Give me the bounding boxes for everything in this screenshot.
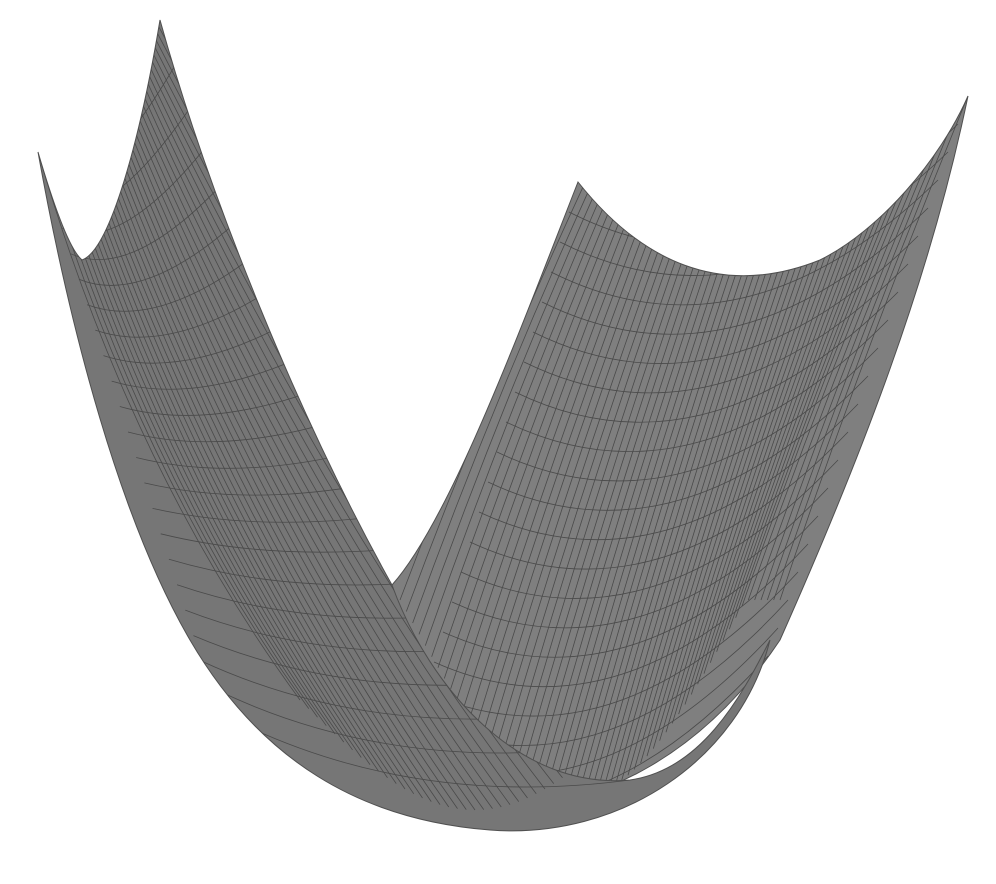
mesh-line-vertical: [77, 108, 415, 795]
mesh-line-vertical: [513, 204, 696, 773]
mesh-line-vertical: [773, 100, 962, 601]
mesh-line-vertical: [519, 204, 702, 778]
mesh-line-vertical: [98, 85, 476, 811]
mesh-line-vertical: [104, 79, 493, 809]
mesh-line-vertical: [481, 200, 663, 737]
mesh-line-vertical: [412, 185, 592, 624]
mesh-line-level: [460, 459, 839, 599]
mesh-line-level: [478, 403, 859, 541]
mesh-line-vertical: [551, 204, 735, 797]
mesh-line-vertical: [92, 92, 458, 809]
mesh-line-vertical: [500, 203, 683, 760]
surface-back-mesh: [397, 96, 968, 805]
mesh-line-level: [451, 487, 829, 629]
mesh-line-vertical: [526, 205, 709, 783]
mesh-line-level: [496, 347, 879, 482]
mesh-line-vertical: [532, 205, 715, 788]
mesh-line-vertical: [450, 194, 631, 690]
mesh-line-level: [487, 375, 869, 511]
mesh-line-level: [505, 319, 889, 452]
mesh-line-level: [424, 571, 799, 717]
mesh-line-vertical: [488, 201, 670, 745]
mesh-line-vertical: [462, 197, 644, 710]
mesh-line-vertical: [564, 203, 748, 800]
mesh-line-vertical: [83, 102, 432, 802]
mesh-line-level: [442, 515, 819, 658]
mesh-line-vertical: [475, 199, 657, 728]
mesh-line-vertical: [766, 104, 956, 601]
mesh-line-level: [514, 291, 899, 423]
mesh-line-vertical: [570, 202, 754, 801]
mesh-line-vertical: [38, 151, 301, 701]
mesh-line-vertical: [494, 202, 676, 753]
mesh-line-vertical: [424, 188, 605, 646]
mesh-line-vertical: [595, 197, 780, 796]
mesh-line-vertical: [74, 112, 406, 790]
mesh-line-vertical: [545, 204, 728, 795]
surface-back-sheet: [391, 95, 969, 811]
mesh-line-level: [532, 235, 919, 364]
mesh-line-vertical: [602, 195, 787, 793]
mesh-line-vertical: [589, 198, 774, 798]
mesh-line-vertical: [113, 69, 520, 802]
mesh-line-vertical: [557, 203, 741, 799]
mesh-line-vertical: [456, 196, 637, 700]
mesh-line-vertical: [110, 72, 511, 805]
surface-back-fill: [391, 95, 969, 811]
mesh-line-level: [433, 543, 809, 687]
mesh-line-level: [541, 207, 929, 335]
mesh-line-level: [469, 431, 849, 570]
mesh-line-vertical: [469, 198, 650, 719]
mesh-line-vertical: [507, 204, 689, 767]
mesh-line-vertical: [614, 191, 800, 786]
mesh-line-level: [550, 179, 939, 306]
mesh-line-level: [523, 263, 909, 394]
mesh-line-vertical: [576, 201, 761, 800]
mesh-line-vertical: [107, 75, 502, 808]
mesh-line-vertical: [443, 193, 624, 679]
mesh-line-level: [217, 711, 631, 788]
mesh-line-vertical: [89, 95, 450, 808]
mesh-line-vertical: [116, 66, 528, 799]
mesh-line-vertical: [80, 105, 423, 799]
mesh-line-vertical: [431, 190, 611, 657]
surface-front-fill: [37, 19, 771, 832]
mesh-line-vertical: [583, 200, 767, 800]
mesh-line-vertical: [608, 193, 793, 790]
mesh-line-vertical: [779, 96, 968, 601]
mesh-line-vertical: [418, 186, 598, 635]
mesh-line-vertical: [538, 205, 722, 791]
